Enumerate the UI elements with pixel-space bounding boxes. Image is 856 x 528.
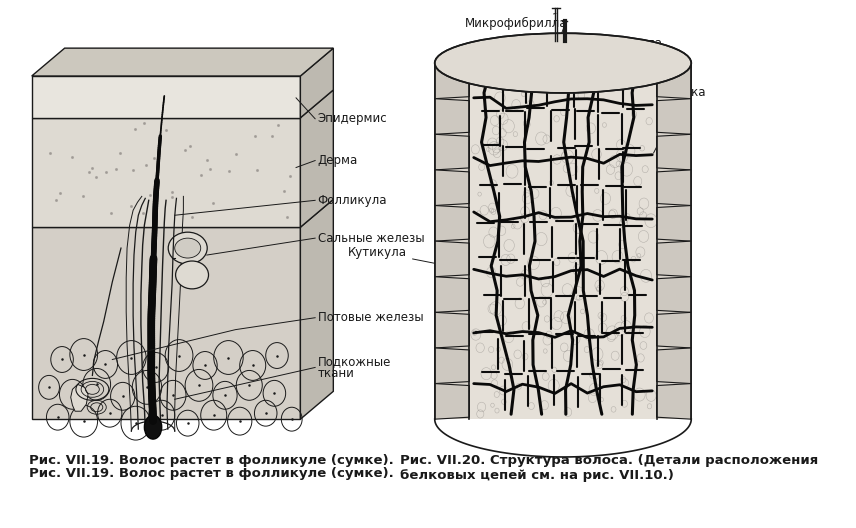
Polygon shape <box>657 383 692 419</box>
Text: Подкожные: Подкожные <box>318 355 391 368</box>
Text: Дерма: Дерма <box>318 154 358 167</box>
Ellipse shape <box>435 33 692 93</box>
Text: белковых цепей см. на рис. VII.10.): белковых цепей см. на рис. VII.10.) <box>400 469 674 482</box>
Polygon shape <box>657 134 692 170</box>
Ellipse shape <box>145 415 162 439</box>
Polygon shape <box>435 277 469 313</box>
Polygon shape <box>300 48 333 118</box>
Text: Потовые железы: Потовые железы <box>318 311 424 324</box>
Text: ткани: ткани <box>318 367 354 380</box>
Text: Рис. VII.19. Волос растет в фолликуле (сумке).: Рис. VII.19. Волос растет в фолликуле (с… <box>29 467 394 480</box>
Polygon shape <box>32 227 300 419</box>
Polygon shape <box>657 63 692 99</box>
Polygon shape <box>32 48 333 76</box>
Polygon shape <box>300 90 333 227</box>
Polygon shape <box>435 313 469 348</box>
Polygon shape <box>435 99 469 134</box>
Ellipse shape <box>175 238 200 258</box>
Text: Клетка: Клетка <box>653 87 706 153</box>
Text: Фолликула: Фолликула <box>318 194 387 207</box>
Polygon shape <box>657 205 692 241</box>
Polygon shape <box>435 63 469 99</box>
Polygon shape <box>435 383 469 419</box>
Polygon shape <box>657 348 692 383</box>
Polygon shape <box>300 200 333 419</box>
Polygon shape <box>657 170 692 205</box>
Text: Сальные железы: Сальные железы <box>318 232 425 244</box>
Polygon shape <box>469 63 657 419</box>
Polygon shape <box>657 241 692 277</box>
Polygon shape <box>435 170 469 205</box>
Polygon shape <box>435 348 469 383</box>
Polygon shape <box>435 63 469 419</box>
Text: Эпидермис: Эпидермис <box>318 112 388 125</box>
Ellipse shape <box>169 232 207 264</box>
Text: Макрофибрилла: Макрофибрилла <box>561 36 663 50</box>
Polygon shape <box>435 241 469 277</box>
Polygon shape <box>657 99 692 134</box>
Polygon shape <box>657 63 692 419</box>
Polygon shape <box>32 76 300 118</box>
Ellipse shape <box>175 261 209 289</box>
Text: Рис. VII.20. Структура волоса. (Детали расположения: Рис. VII.20. Структура волоса. (Детали р… <box>400 454 818 467</box>
Polygon shape <box>32 118 300 227</box>
Text: Кутикула: Кутикула <box>348 246 441 265</box>
Polygon shape <box>71 384 88 411</box>
Text: Микрофибрилла: Микрофибрилла <box>465 13 568 30</box>
Text: Рис. VII.19. Волос растет в фолликуле (сумке).: Рис. VII.19. Волос растет в фолликуле (с… <box>29 454 394 467</box>
Polygon shape <box>657 277 692 313</box>
Ellipse shape <box>469 41 657 85</box>
Polygon shape <box>435 134 469 170</box>
Polygon shape <box>657 313 692 348</box>
Polygon shape <box>435 205 469 241</box>
